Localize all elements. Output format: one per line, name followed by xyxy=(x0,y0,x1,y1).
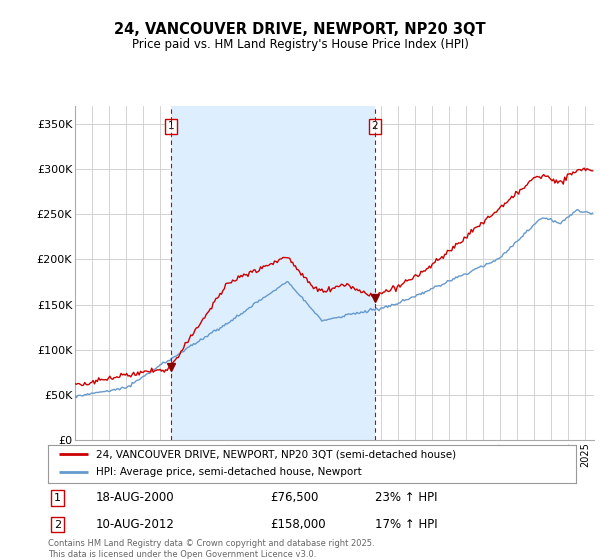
Text: 17% ↑ HPI: 17% ↑ HPI xyxy=(376,518,438,531)
Text: Price paid vs. HM Land Registry's House Price Index (HPI): Price paid vs. HM Land Registry's House … xyxy=(131,38,469,51)
Text: Contains HM Land Registry data © Crown copyright and database right 2025.
This d: Contains HM Land Registry data © Crown c… xyxy=(48,539,374,559)
Text: 10-AUG-2012: 10-AUG-2012 xyxy=(95,518,175,531)
Text: £158,000: £158,000 xyxy=(270,518,325,531)
Text: 24, VANCOUVER DRIVE, NEWPORT, NP20 3QT (semi-detached house): 24, VANCOUVER DRIVE, NEWPORT, NP20 3QT (… xyxy=(95,449,455,459)
Text: 18-AUG-2000: 18-AUG-2000 xyxy=(95,491,174,505)
Text: 24, VANCOUVER DRIVE, NEWPORT, NP20 3QT: 24, VANCOUVER DRIVE, NEWPORT, NP20 3QT xyxy=(114,22,486,38)
Text: 2: 2 xyxy=(371,121,378,131)
Bar xyxy=(170,106,374,440)
Text: 1: 1 xyxy=(54,493,61,503)
Text: 23% ↑ HPI: 23% ↑ HPI xyxy=(376,491,438,505)
Text: HPI: Average price, semi-detached house, Newport: HPI: Average price, semi-detached house,… xyxy=(95,467,361,477)
Text: 1: 1 xyxy=(167,121,174,131)
Text: 2: 2 xyxy=(54,520,61,530)
Text: £76,500: £76,500 xyxy=(270,491,318,505)
